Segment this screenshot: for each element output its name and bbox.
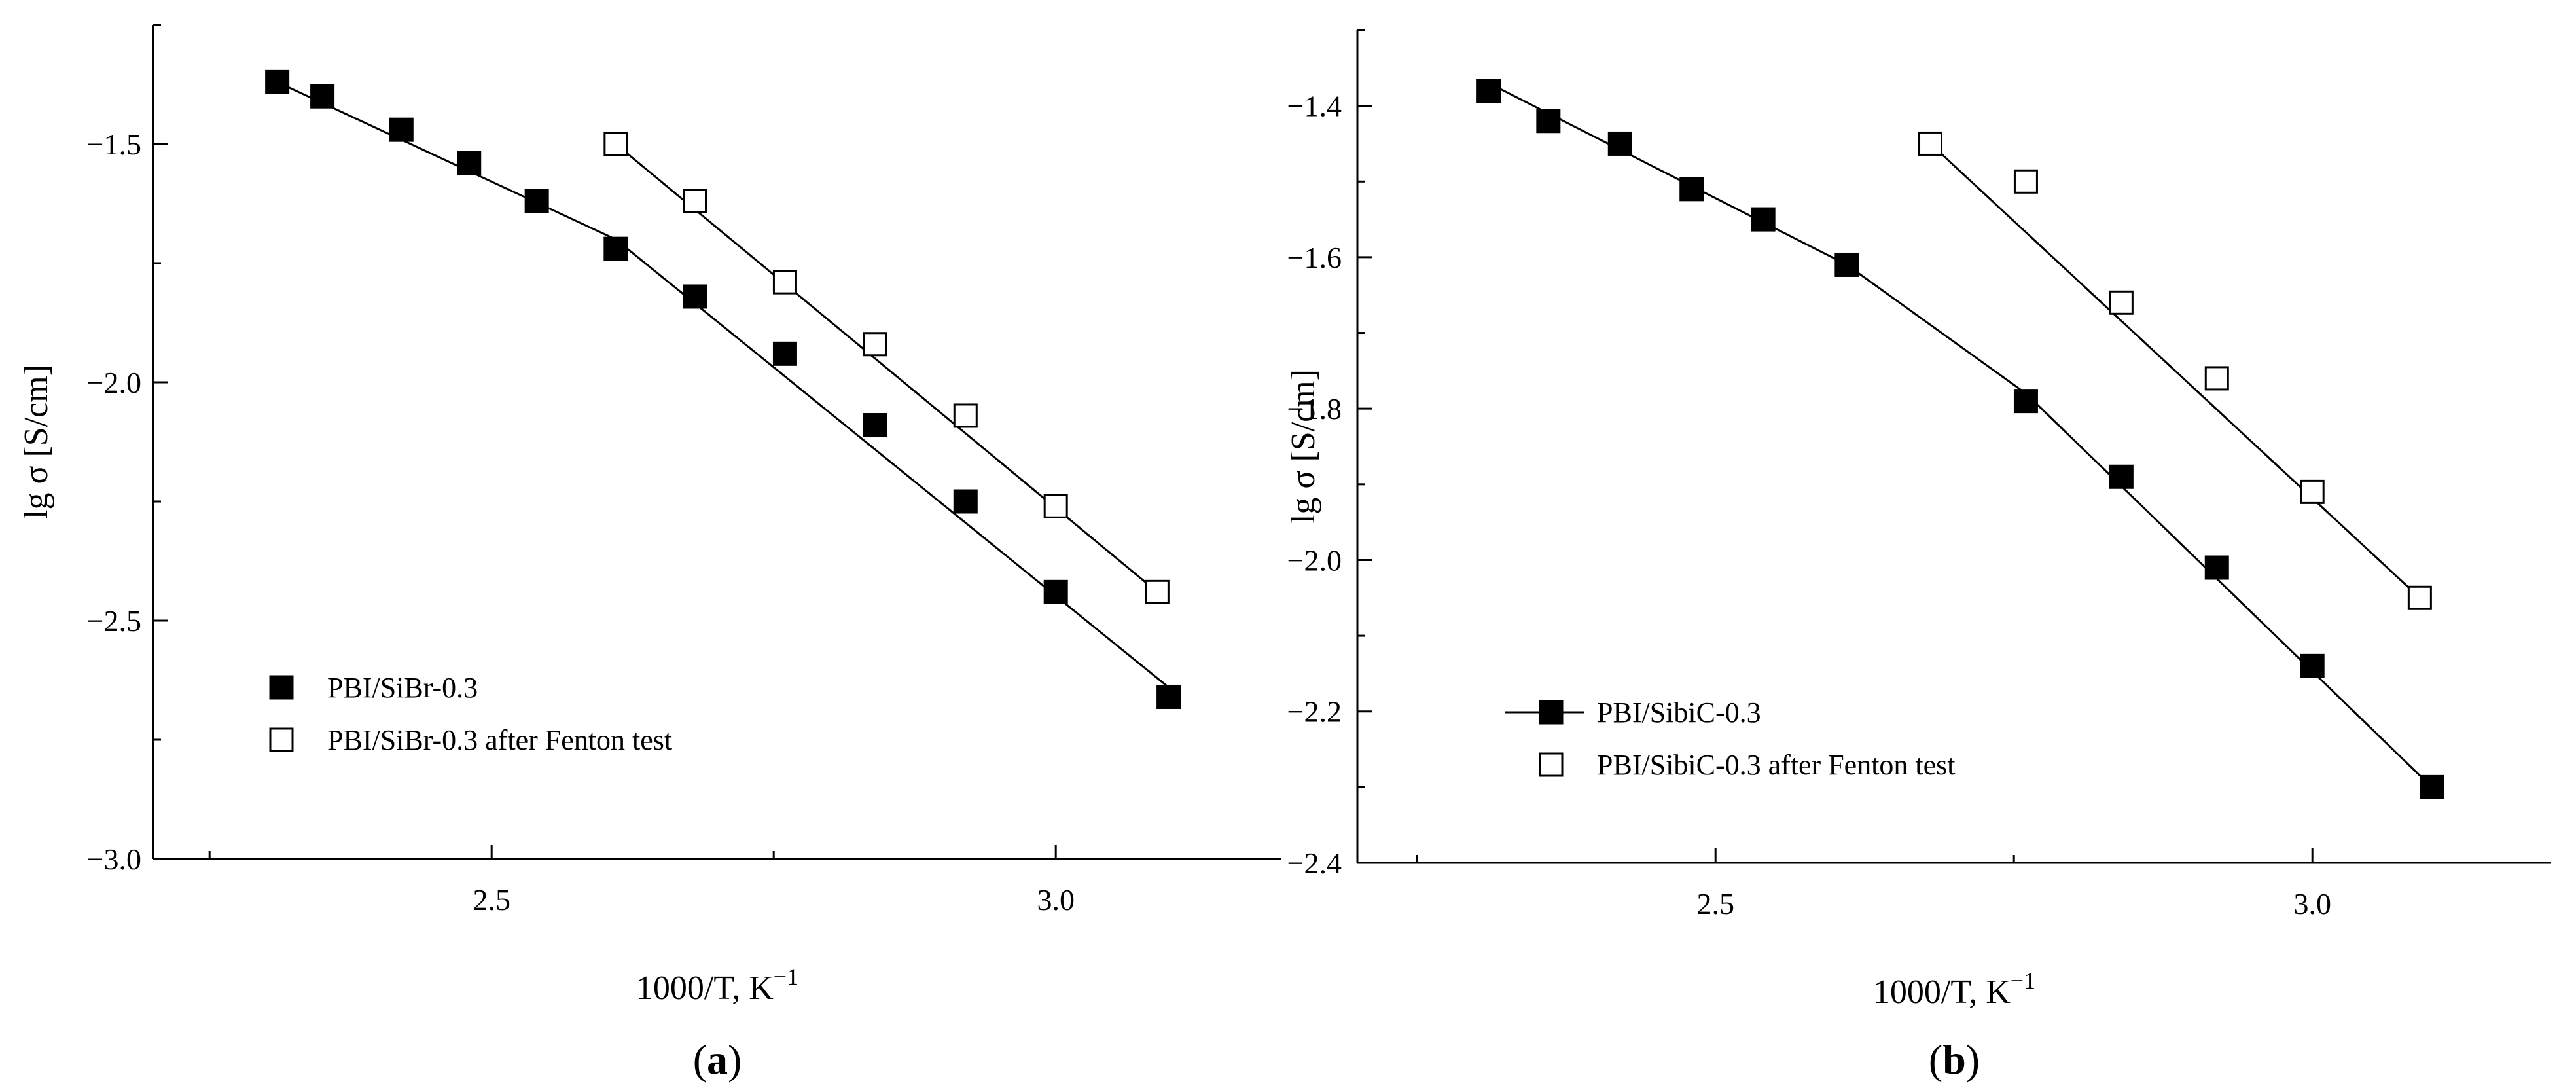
data-point-open	[1043, 494, 1068, 518]
data-point-filled	[389, 117, 414, 142]
data-point-filled	[2204, 555, 2229, 580]
data-point-open	[863, 332, 887, 357]
panel-label: (a)	[693, 1036, 742, 1083]
y-tick-label: −2.0	[1287, 543, 1342, 577]
data-point-filled	[524, 189, 549, 213]
legend-marker-filled	[269, 675, 294, 700]
y-tick-label: −1.6	[1287, 241, 1342, 274]
legend: PBI/SibiC-0.3 PBI/SibiC-0.3 after Fenton …	[1505, 697, 1956, 781]
data-point-filled	[1156, 684, 1181, 709]
data-point-filled	[310, 84, 335, 109]
y-axis-label: lg σ [S/cm]	[18, 365, 55, 519]
legend: PBI/SiBr-0.3 PBI/SiBr-0.3 after Fenton te…	[269, 672, 672, 756]
data-point-filled	[1751, 207, 1776, 232]
data-point-filled	[1834, 252, 1859, 277]
data-point-open	[2109, 290, 2134, 315]
y-tick-label: −1.5	[87, 128, 141, 161]
data-point-open	[683, 189, 707, 213]
x-tick-label: 3.0	[1037, 883, 1075, 917]
data-point-filled	[603, 236, 628, 261]
data-point-filled	[1679, 177, 1704, 202]
data-point-open	[603, 132, 628, 156]
data-point-open	[1918, 131, 1943, 156]
y-tick-label: −1.8	[1287, 392, 1342, 426]
data-point-open	[953, 403, 978, 428]
data-point-filled	[863, 413, 887, 438]
data-point-filled	[683, 284, 707, 309]
y-tick-label: −1.4	[1287, 90, 1342, 123]
data-point-open	[2407, 585, 2432, 610]
data-point-filled	[1607, 131, 1632, 156]
chart-panel-a: −1.5 −2.0 −2.5 −3.0 2.5 3.0 1000/T, K−1 lg σ [S…	[18, 24, 1281, 1083]
legend-entry-label: PBI/SiBr-0.3	[327, 672, 478, 704]
data-point-open	[772, 270, 797, 295]
legend-entry-label: PBI/SibiC-0.3 after Fenton test	[1597, 749, 1956, 781]
data-point-filled	[2013, 389, 2038, 414]
data-point-filled	[2109, 464, 2134, 489]
data-point-filled	[953, 489, 978, 514]
data-point-filled	[1536, 109, 1561, 134]
x-tick-label: 3.0	[2293, 887, 2331, 920]
chart-panel-b: −1.4 −1.6 −1.8 −2.0 −2.2 −2.4 2.5 3.0 1000/T, K−…	[1285, 29, 2551, 1083]
data-point-filled	[2300, 653, 2325, 678]
panel-label: (b)	[1929, 1036, 1980, 1083]
data-point-filled	[1043, 579, 1068, 604]
y-axis-label: lg σ [S/cm]	[1285, 369, 1322, 524]
legend-entry-label: PBI/SibiC-0.3	[1597, 697, 1761, 729]
data-point-open	[2204, 366, 2229, 391]
data-point-open	[1145, 579, 1170, 604]
data-point-filled	[772, 341, 797, 366]
y-tick-label: −2.2	[1287, 695, 1342, 729]
y-tick-label: −2.0	[87, 366, 141, 399]
legend-marker-filled	[1539, 700, 1564, 725]
data-point-filled	[1476, 79, 1501, 103]
data-point-open	[2013, 169, 2038, 194]
x-tick-label: 2.5	[473, 883, 510, 917]
data-point-filled	[265, 69, 290, 94]
legend-marker-open	[1539, 752, 1564, 777]
fit-line-series-2	[1929, 143, 2421, 599]
data-point-filled	[2420, 774, 2444, 799]
legend-entry-label: PBI/SiBr-0.3 after Fenton test	[327, 724, 672, 756]
y-tick-label: −2.4	[1287, 846, 1342, 880]
fit-line-series-1	[1488, 82, 2433, 788]
fit-line-series-1	[277, 81, 1170, 689]
data-point-open	[2300, 479, 2325, 504]
x-axis-label: 1000/T, K−1	[1873, 968, 2035, 1011]
y-tick-label: −3.0	[87, 843, 141, 876]
legend-marker-open	[269, 727, 294, 752]
y-tick-label: −2.5	[87, 604, 141, 638]
x-tick-label: 2.5	[1696, 887, 1734, 920]
data-point-filled	[457, 151, 482, 175]
x-axis-label: 1000/T, K−1	[636, 964, 798, 1007]
